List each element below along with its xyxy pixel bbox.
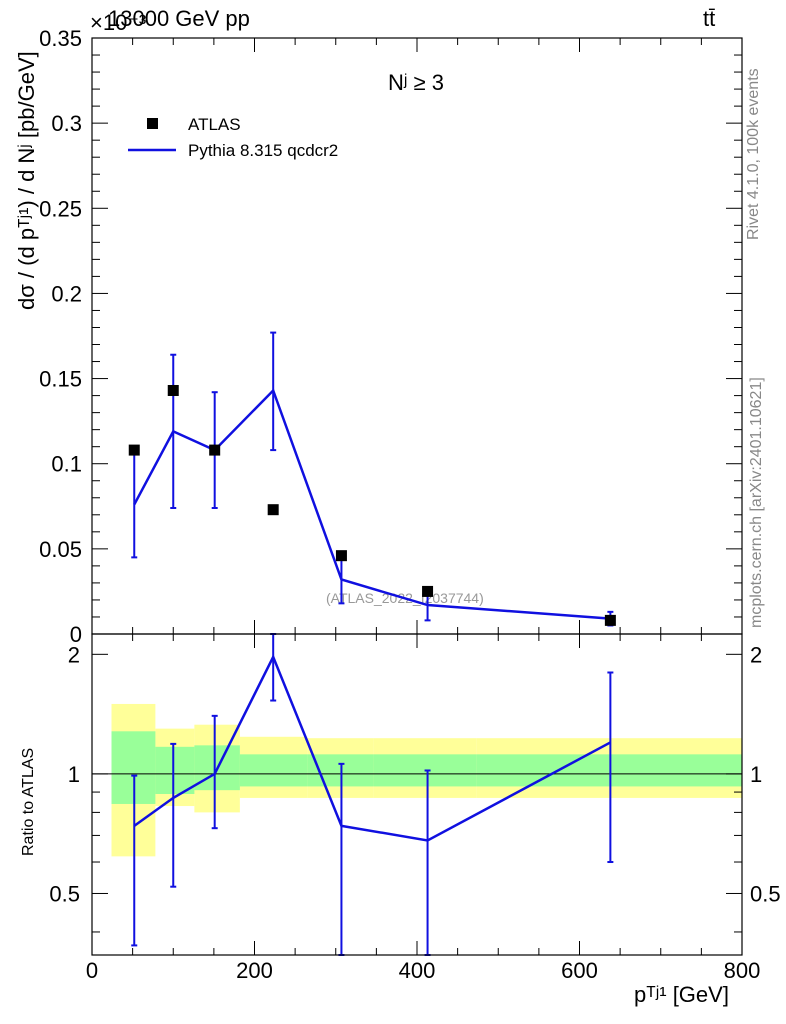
x-axis-label: pᵀʲ¹ [GeV] xyxy=(634,982,729,1007)
axis-ticks xyxy=(91,37,743,955)
y-tick-label-main: 0.15 xyxy=(39,367,82,392)
x-tick-label: 400 xyxy=(399,958,436,983)
atlas-data-point xyxy=(422,585,434,597)
mc-series-line-ratio xyxy=(133,653,611,842)
atlas-data-point xyxy=(335,550,347,562)
x-tick-label: 800 xyxy=(724,958,761,983)
process-label: tt̄ xyxy=(703,6,716,31)
plot-title: 13000 GeV pp xyxy=(108,6,250,31)
atlas-data-point xyxy=(209,444,221,456)
atlas-data-point xyxy=(267,504,279,516)
y-tick-label-ratio: 0.5 xyxy=(49,881,80,906)
band-inner-segment xyxy=(239,754,308,787)
y-tick-label-main: 0.35 xyxy=(39,26,82,51)
y-tick-label-main: 0.25 xyxy=(39,196,82,221)
x-tick-label: 600 xyxy=(561,958,598,983)
atlas-data-point xyxy=(167,384,179,396)
legend-pythia-label: Pythia 8.315 qcdcr2 xyxy=(188,141,338,160)
y-tick-label-main: 0.3 xyxy=(51,111,82,136)
y-tick-label-main: 0.2 xyxy=(51,281,82,306)
x-tick-label: 200 xyxy=(236,958,273,983)
y-tick-label-main: 0.1 xyxy=(51,452,82,477)
axis-tick-labels: 0 200 400 600 800 0 0.05 0.1 0.15 0.2 0.25 0.3 0.35 0… xyxy=(39,26,780,983)
y-tick-label-ratio: 2 xyxy=(68,642,80,667)
y-tick-label-main: 0.05 xyxy=(39,537,82,562)
mc-series-line-main xyxy=(133,388,611,620)
y-tick-label-ratio-right: 2 xyxy=(750,642,762,667)
plot-frames xyxy=(91,37,743,956)
band-inner-segment xyxy=(476,754,742,787)
band-inner-segment xyxy=(155,746,195,794)
atlas-data-point xyxy=(604,614,616,626)
y-tick-label-main: 0 xyxy=(70,622,82,647)
legend-atlas-marker xyxy=(147,118,158,129)
jet-multiplicity-annotation: Nʲ ≥ 3 xyxy=(388,70,444,95)
y-tick-label-ratio: 1 xyxy=(68,762,80,787)
y-tick-label-ratio-right: 0.5 xyxy=(750,881,781,906)
main-error-bars xyxy=(131,331,614,627)
atlas-data-point xyxy=(128,444,140,456)
legend-atlas-label: ATLAS xyxy=(188,115,241,134)
x-tick-label: 0 xyxy=(86,958,98,983)
legend: ATLAS Pythia 8.315 qcdcr2 xyxy=(128,115,338,160)
y-tick-label-ratio-right: 1 xyxy=(750,762,762,787)
atlas-data-markers xyxy=(128,384,616,626)
band-inner-segment xyxy=(307,754,374,787)
y-scale-exponent: ×10⁻³ xyxy=(90,10,147,35)
